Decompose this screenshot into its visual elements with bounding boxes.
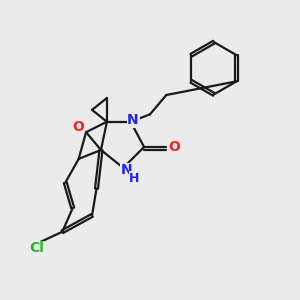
Text: Cl: Cl: [30, 241, 44, 255]
Text: N: N: [120, 163, 132, 177]
Text: O: O: [72, 120, 84, 134]
Text: O: O: [168, 140, 180, 154]
Text: H: H: [129, 172, 140, 185]
Text: N: N: [127, 113, 139, 127]
